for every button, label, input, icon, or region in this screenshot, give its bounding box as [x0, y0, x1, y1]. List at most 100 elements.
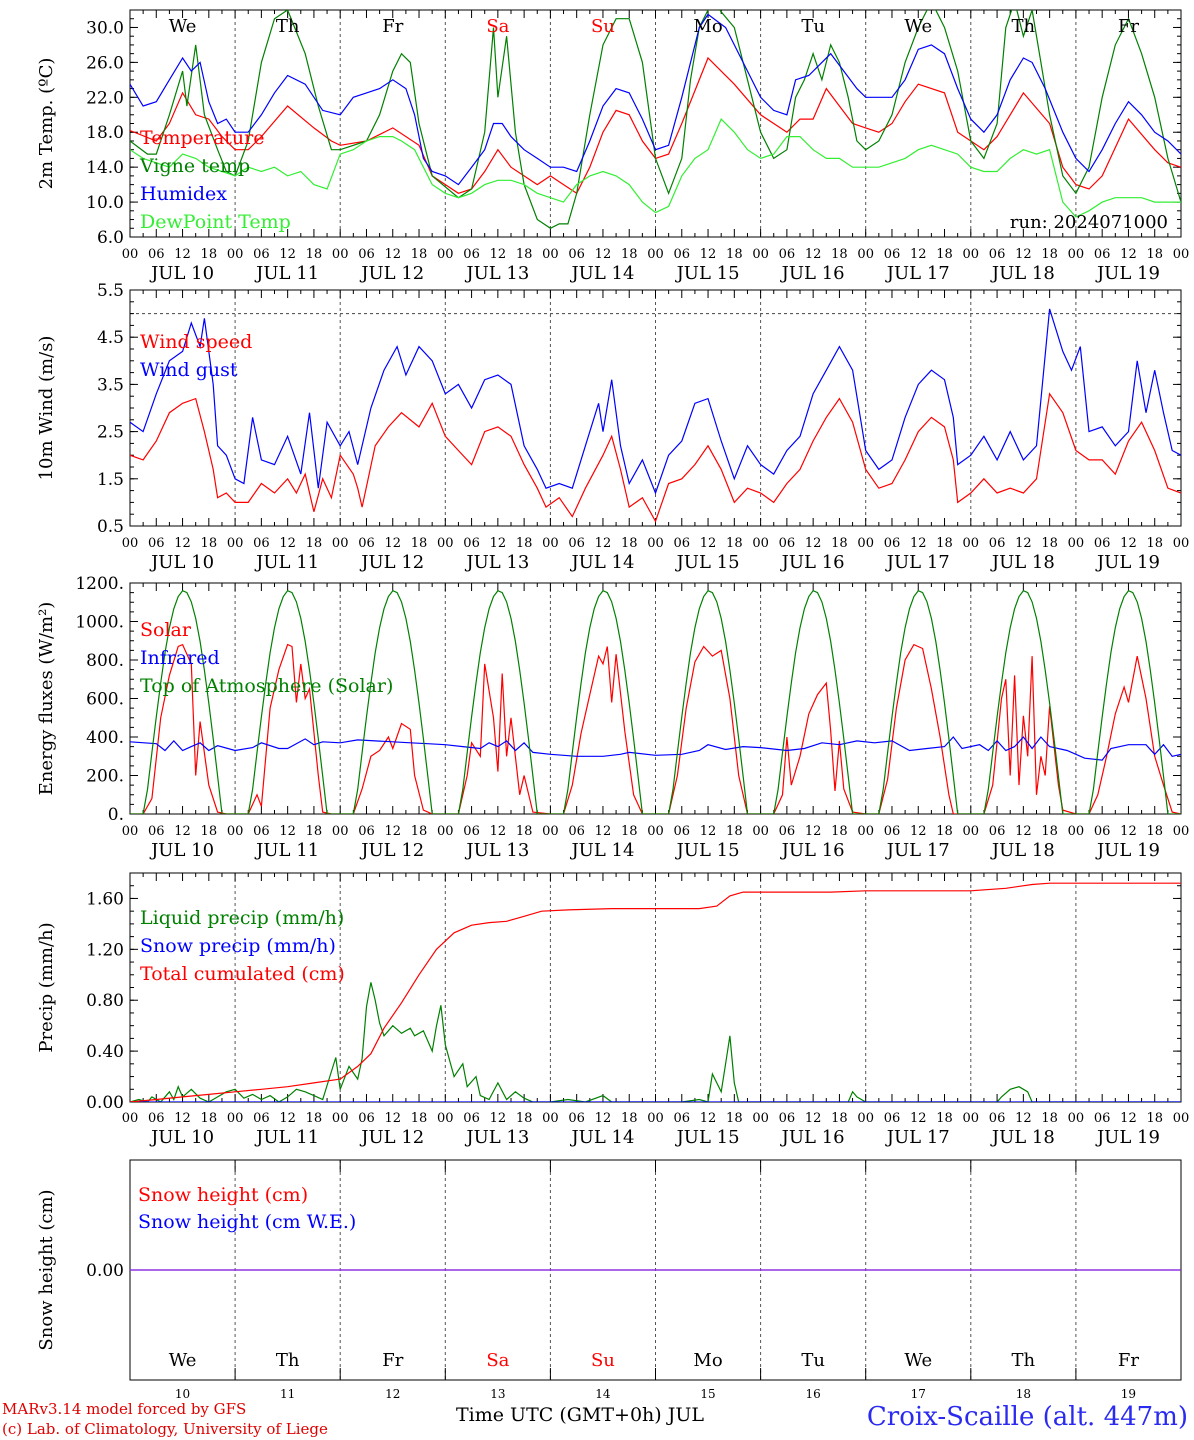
hour-tick-label: 06 — [148, 247, 165, 262]
weekday-label: Fr — [1118, 16, 1139, 37]
hour-tick-label: 12 — [1015, 824, 1032, 839]
hour-tick-label: 12 — [1120, 247, 1137, 262]
hour-tick-label: 18 — [201, 247, 218, 262]
hour-tick-label: 18 — [201, 824, 218, 839]
weekday-label: Th — [276, 1350, 300, 1371]
hour-tick-label: 06 — [358, 247, 375, 262]
legend-entry: Top of Atmosphere (Solar) — [140, 675, 393, 697]
hour-tick-label: 18 — [306, 247, 323, 262]
hour-tick-label: 12 — [279, 1111, 296, 1126]
hour-tick-label: 18 — [201, 536, 218, 551]
weekday-label: Mo — [693, 16, 722, 37]
hour-tick-label: 12 — [805, 247, 822, 262]
legend-entry: Wind speed — [140, 331, 252, 353]
date-label: JUL 17 — [885, 1127, 950, 1148]
hour-tick-label: 00 — [542, 824, 559, 839]
hour-tick-label: 12 — [279, 247, 296, 262]
hour-tick-label: 06 — [674, 1111, 691, 1126]
hour-tick-label: 06 — [1094, 824, 1111, 839]
hour-tick-label: 06 — [884, 824, 901, 839]
hour-tick-label: 00 — [1068, 536, 1085, 551]
hour-tick-label: 00 — [752, 536, 769, 551]
hour-tick-label: 12 — [700, 1111, 717, 1126]
hour-tick-label: 18 — [1041, 824, 1058, 839]
hour-tick-label: 06 — [253, 536, 270, 551]
hour-tick-label: 00 — [437, 536, 454, 551]
hour-tick-label: 12 — [279, 824, 296, 839]
hour-tick-label: 18 — [621, 536, 638, 551]
hour-tick-label: 06 — [253, 1111, 270, 1126]
hour-tick-label: 18 — [1041, 1111, 1058, 1126]
y-tick-label: 400. — [86, 728, 124, 748]
series-line-vigne-temp — [130, 10, 1181, 229]
hour-tick-label: 06 — [358, 824, 375, 839]
weekday-label: Su — [591, 16, 615, 37]
legend-entry: Wind gust — [140, 359, 238, 381]
day-number-label: 12 — [385, 1387, 400, 1401]
hour-tick-label: 00 — [227, 824, 244, 839]
hour-tick-label: 00 — [437, 824, 454, 839]
date-label: JUL 17 — [885, 552, 950, 573]
hour-tick-label: 12 — [1120, 1111, 1137, 1126]
hour-tick-label: 18 — [621, 1111, 638, 1126]
hour-tick-label: 06 — [463, 536, 480, 551]
day-number-label: 17 — [911, 1387, 926, 1401]
hour-tick-label: 18 — [936, 536, 953, 551]
weekday-label: Sa — [486, 1350, 509, 1371]
date-label: JUL 18 — [990, 840, 1055, 861]
hour-tick-label: 12 — [490, 247, 507, 262]
date-label: JUL 13 — [464, 840, 529, 861]
hour-tick-label: 00 — [752, 824, 769, 839]
hour-tick-label: 06 — [358, 536, 375, 551]
hour-tick-label: 12 — [490, 1111, 507, 1126]
hour-tick-label: 18 — [621, 824, 638, 839]
hour-tick-label: 12 — [1120, 824, 1137, 839]
weekday-label: We — [904, 16, 932, 37]
hour-tick-label: 18 — [831, 1111, 848, 1126]
hour-tick-label: 00 — [857, 536, 874, 551]
hour-tick-label: 18 — [936, 824, 953, 839]
hour-tick-label: 06 — [253, 824, 270, 839]
hour-tick-label: 18 — [201, 1111, 218, 1126]
hour-tick-label: 00 — [963, 824, 980, 839]
date-label: JUL 10 — [149, 840, 214, 861]
hour-tick-label: 18 — [1146, 824, 1163, 839]
legend-entry: Temperature — [140, 127, 264, 149]
hour-tick-label: 18 — [936, 1111, 953, 1126]
hour-tick-label: 18 — [306, 536, 323, 551]
hour-tick-label: 18 — [411, 1111, 428, 1126]
date-label: JUL 11 — [254, 840, 319, 861]
date-label: JUL 14 — [569, 263, 634, 284]
hour-tick-label: 00 — [542, 1111, 559, 1126]
date-label: JUL 10 — [149, 1127, 214, 1148]
hour-tick-label: 00 — [437, 1111, 454, 1126]
hour-tick-label: 06 — [463, 824, 480, 839]
hour-tick-label: 12 — [595, 247, 612, 262]
hour-tick-label: 12 — [595, 1111, 612, 1126]
y-tick-label: 6.0 — [97, 228, 124, 248]
y-tick-label: 0.00 — [86, 1093, 124, 1113]
hour-tick-label: 00 — [332, 824, 349, 839]
y-tick-label: 200. — [86, 767, 124, 787]
hour-tick-label: 18 — [1146, 1111, 1163, 1126]
hour-tick-label: 12 — [700, 536, 717, 551]
date-label: JUL 12 — [359, 552, 424, 573]
date-label: JUL 16 — [780, 552, 845, 573]
hour-tick-label: 00 — [1068, 247, 1085, 262]
hour-tick-label: 06 — [1094, 1111, 1111, 1126]
hour-tick-label: 00 — [227, 247, 244, 262]
hour-tick-label: 12 — [384, 1111, 401, 1126]
hour-tick-label: 06 — [674, 247, 691, 262]
hour-tick-label: 12 — [595, 536, 612, 551]
hour-tick-label: 12 — [910, 247, 927, 262]
hour-tick-label: 00 — [1173, 1111, 1190, 1126]
hour-tick-label: 12 — [910, 536, 927, 551]
date-label: JUL 17 — [885, 840, 950, 861]
hour-tick-label: 12 — [174, 824, 191, 839]
date-label: JUL 16 — [780, 263, 845, 284]
hour-tick-label: 18 — [411, 536, 428, 551]
hour-tick-label: 18 — [726, 536, 743, 551]
date-label: JUL 12 — [359, 1127, 424, 1148]
series-line-wind-speed — [130, 392, 1181, 523]
hour-tick-label: 18 — [411, 247, 428, 262]
